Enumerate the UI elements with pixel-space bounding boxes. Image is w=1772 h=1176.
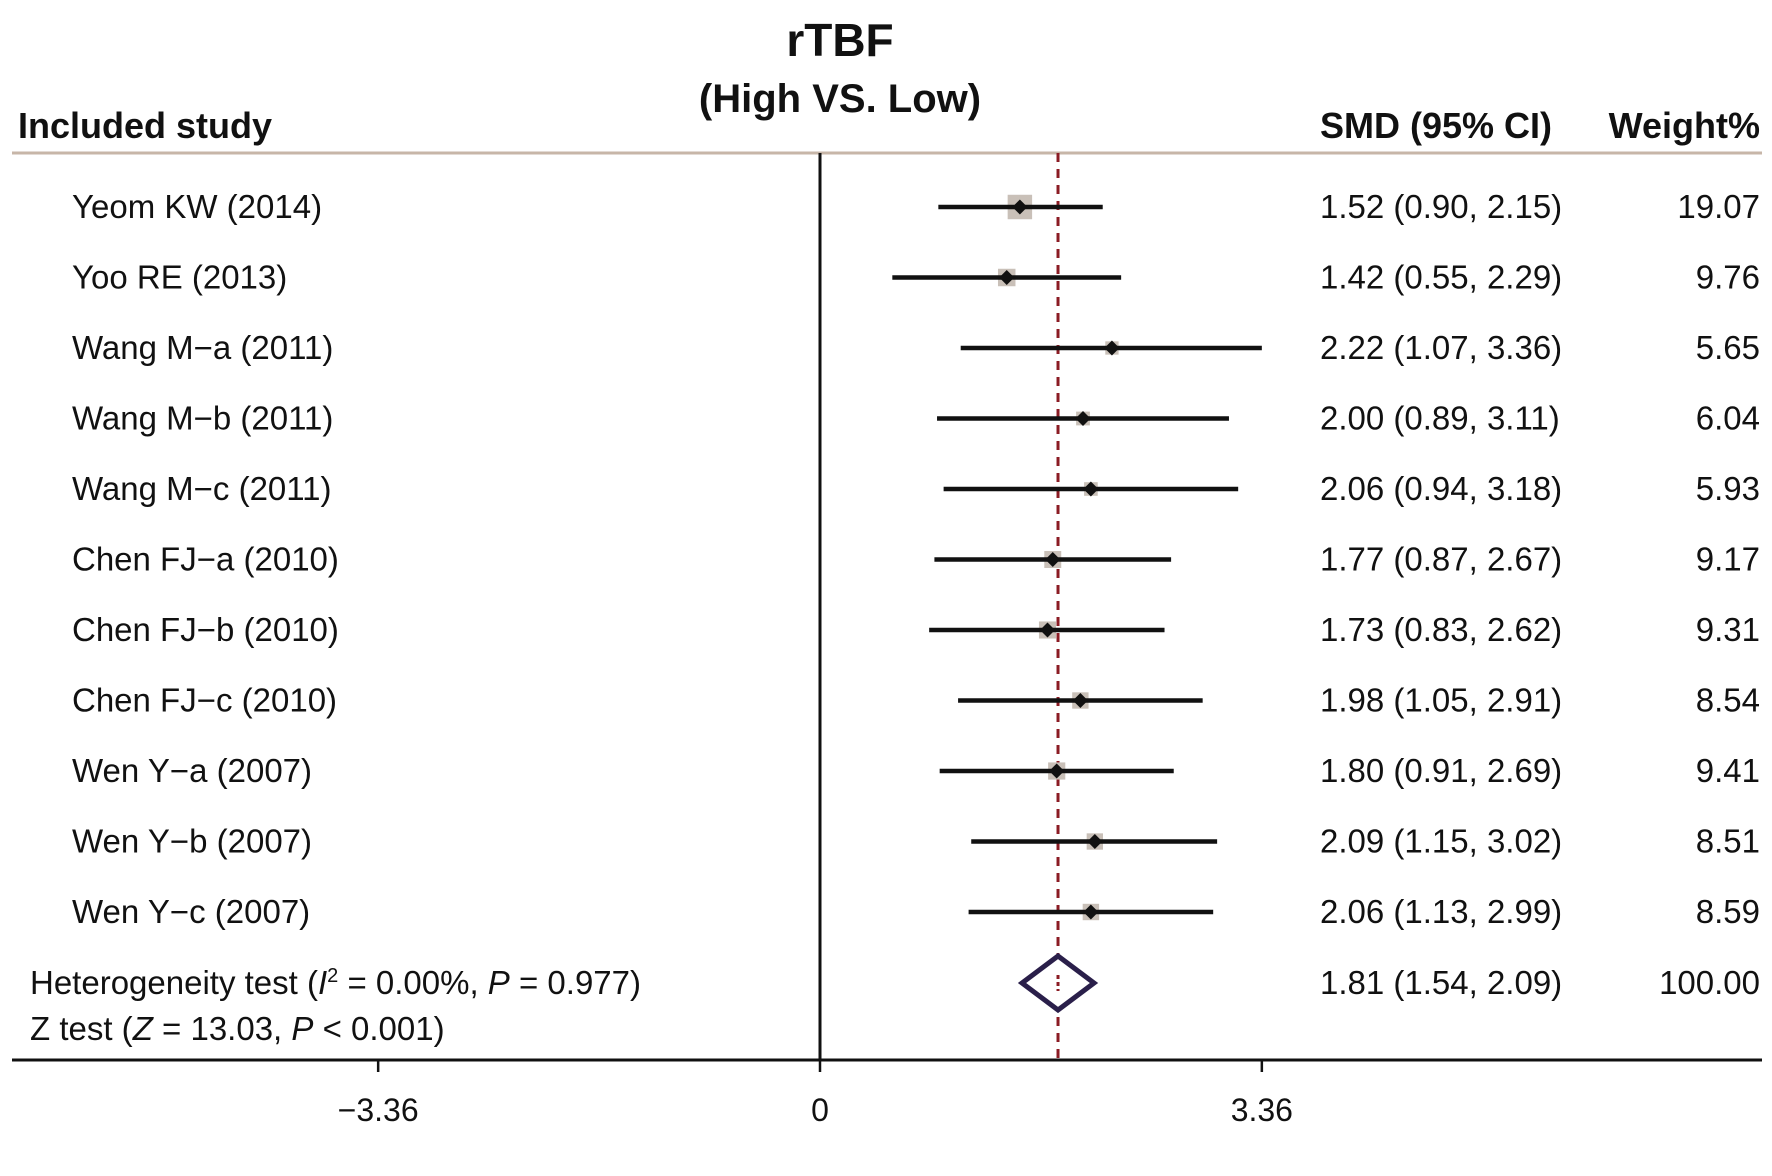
study-point-estimate <box>1083 481 1099 497</box>
study-weight: 9.31 <box>1696 611 1760 648</box>
overall-smd-ci: 1.81 (1.54, 2.09) <box>1320 964 1562 1001</box>
z-test-p-symbol: P <box>291 1010 313 1047</box>
study-smd-ci: 1.52 (0.90, 2.15) <box>1320 188 1562 225</box>
study-row: Yeom KW (2014) 1.52 (0.90, 2.15) 19.07 <box>72 188 1760 225</box>
study-name: Chen FJ−c (2010) <box>72 682 337 719</box>
study-point-estimate <box>1012 199 1028 215</box>
study-weight: 8.59 <box>1696 893 1760 930</box>
study-point-estimate <box>1104 340 1120 356</box>
header-weight: Weight% <box>1609 105 1760 146</box>
study-smd-ci: 2.22 (1.07, 3.36) <box>1320 329 1562 366</box>
study-row: Wang M−a (2011) 2.22 (1.07, 3.36) 5.65 <box>72 329 1760 366</box>
header-smd-ci: SMD (95% CI) <box>1320 105 1552 146</box>
heterogeneity-prefix: Heterogeneity test ( <box>30 964 318 1001</box>
study-rows: Yeom KW (2014) 1.52 (0.90, 2.15) 19.07 Yoo … <box>72 188 1760 930</box>
study-weight: 9.41 <box>1696 752 1760 789</box>
study-weight: 6.04 <box>1696 400 1760 437</box>
study-name: Chen FJ−a (2010) <box>72 541 339 578</box>
z-test-p-value: < 0.001) <box>313 1010 444 1047</box>
study-smd-ci: 1.73 (0.83, 2.62) <box>1320 611 1562 648</box>
study-weight: 19.07 <box>1677 188 1760 225</box>
study-smd-ci: 2.06 (1.13, 2.99) <box>1320 893 1562 930</box>
chart-title: rTBF <box>786 14 893 66</box>
study-name: Wang M−c (2011) <box>72 470 332 507</box>
study-smd-ci: 1.42 (0.55, 2.29) <box>1320 259 1562 296</box>
heterogeneity-test: Heterogeneity test (I2 = 0.00%, P = 0.97… <box>30 964 641 1001</box>
z-test-prefix: Z test ( <box>30 1010 133 1047</box>
i2-value: = 0.00%, <box>338 964 488 1001</box>
study-name: Chen FJ−b (2010) <box>72 611 339 648</box>
x-tick-label: 3.36 <box>1231 1092 1293 1128</box>
x-tick-label: 0 <box>811 1092 829 1128</box>
study-name: Wen Y−a (2007) <box>72 752 312 789</box>
study-smd-ci: 1.98 (1.05, 2.91) <box>1320 682 1562 719</box>
study-name: Wang M−a (2011) <box>72 329 333 366</box>
chart-subtitle: (High VS. Low) <box>699 77 981 121</box>
x-axis: −3.36 0 3.36 <box>12 1058 1762 1128</box>
study-point-estimate <box>999 270 1015 285</box>
study-smd-ci: 1.80 (0.91, 2.69) <box>1320 752 1562 789</box>
study-row: Wen Y−c (2007) 2.06 (1.13, 2.99) 8.59 <box>72 893 1760 930</box>
overall-weight: 100.00 <box>1659 964 1760 1001</box>
study-point-estimate <box>1087 834 1103 849</box>
study-point-estimate <box>1072 693 1088 708</box>
study-point-estimate <box>1045 552 1061 567</box>
study-smd-ci: 2.06 (0.94, 3.18) <box>1320 470 1562 507</box>
i2-superscript: 2 <box>327 965 338 987</box>
z-symbol: Z <box>132 1010 155 1047</box>
study-row: Wen Y−a (2007) 1.80 (0.91, 2.69) 9.41 <box>72 752 1760 789</box>
study-row: Chen FJ−b (2010) 1.73 (0.83, 2.62) 9.31 <box>72 611 1760 648</box>
study-name: Wen Y−b (2007) <box>72 823 312 860</box>
study-weight: 9.17 <box>1696 541 1760 578</box>
heterogeneity-p-symbol: P <box>488 964 510 1001</box>
study-weight: 8.54 <box>1696 682 1760 719</box>
study-row: Yoo RE (2013) 1.42 (0.55, 2.29) 9.76 <box>72 259 1760 296</box>
study-row: Chen FJ−a (2010) 1.77 (0.87, 2.67) 9.17 <box>72 541 1760 578</box>
study-row: Wang M−c (2011) 2.06 (0.94, 3.18) 5.93 <box>72 470 1760 507</box>
study-point-estimate <box>1083 904 1099 920</box>
study-point-estimate <box>1075 411 1091 426</box>
overall-row: Heterogeneity test (I2 = 0.00%, P = 0.97… <box>30 952 1760 1047</box>
study-weight: 5.65 <box>1696 329 1760 366</box>
study-smd-ci: 2.00 (0.89, 3.11) <box>1320 400 1560 437</box>
study-smd-ci: 2.09 (1.15, 3.02) <box>1320 823 1562 860</box>
study-row: Wang M−b (2011) 2.00 (0.89, 3.11) 6.04 <box>72 400 1760 437</box>
z-value: = 13.03, <box>153 1010 292 1047</box>
study-name: Yeom KW (2014) <box>72 188 322 225</box>
reference-lines <box>818 153 1060 1060</box>
study-point-estimate <box>1039 622 1055 638</box>
study-name: Yoo RE (2013) <box>72 259 287 296</box>
study-smd-ci: 1.77 (0.87, 2.67) <box>1320 541 1562 578</box>
study-row: Chen FJ−c (2010) 1.98 (1.05, 2.91) 8.54 <box>72 682 1760 719</box>
heterogeneity-p-value: = 0.977) <box>510 964 641 1001</box>
x-tick-label: −3.36 <box>338 1092 419 1128</box>
header-included-study: Included study <box>18 105 272 146</box>
z-test: Z test (Z = 13.03, P < 0.001) <box>30 1010 445 1047</box>
study-row: Wen Y−b (2007) 2.09 (1.15, 3.02) 8.51 <box>72 823 1760 860</box>
study-weight: 9.76 <box>1696 259 1760 296</box>
study-weight: 8.51 <box>1696 823 1760 860</box>
i2-symbol: I <box>318 964 327 1001</box>
study-point-estimate <box>1049 763 1065 779</box>
study-weight: 5.93 <box>1696 470 1760 507</box>
study-name: Wang M−b (2011) <box>72 400 333 437</box>
study-name: Wen Y−c (2007) <box>72 893 310 930</box>
